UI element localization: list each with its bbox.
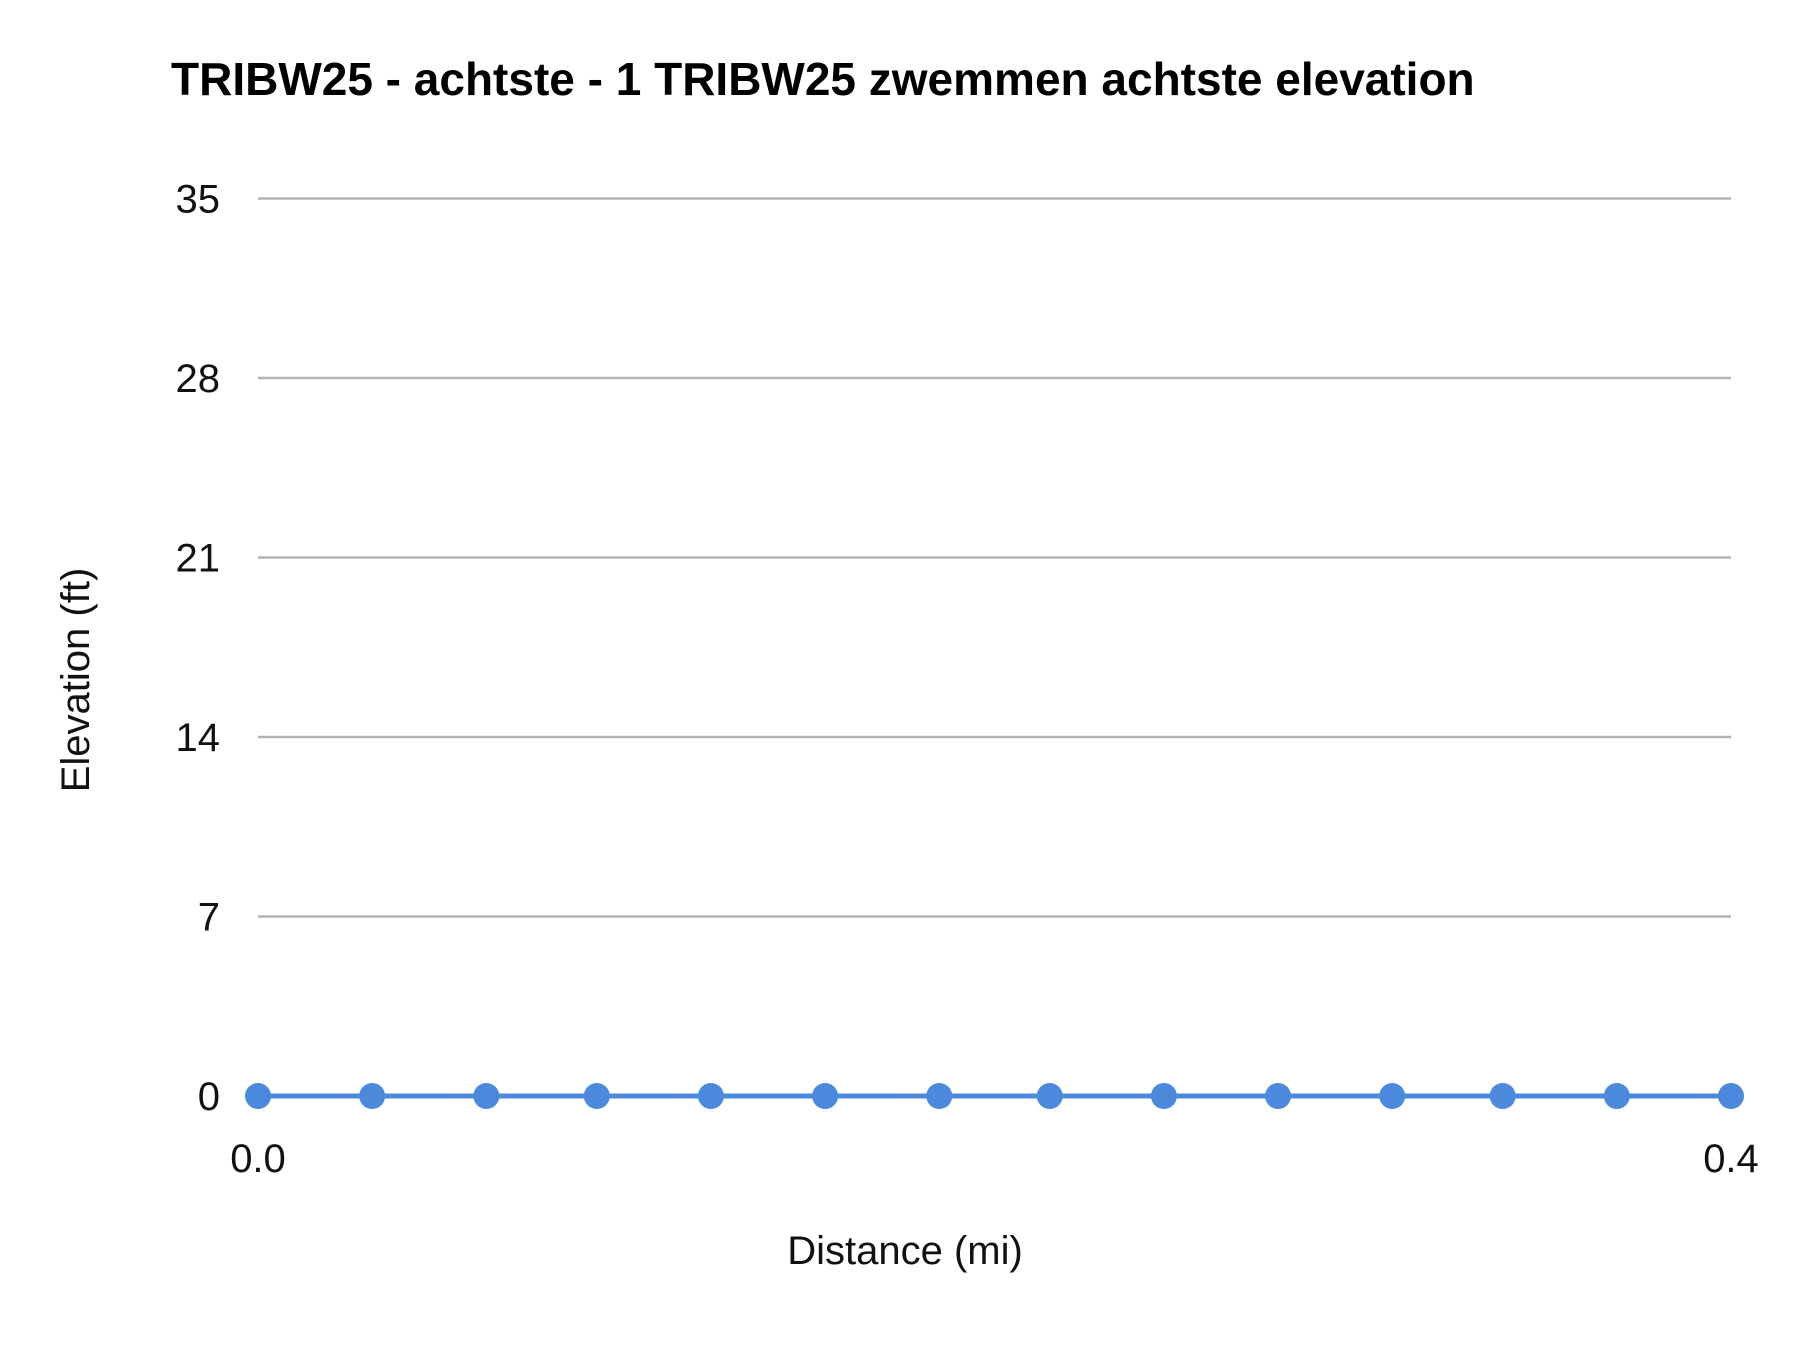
data-point	[473, 1083, 500, 1109]
series-elevation	[245, 1083, 1744, 1109]
y-tick-label: 7	[198, 896, 220, 940]
data-point	[1489, 1083, 1516, 1109]
data-point	[245, 1083, 271, 1109]
data-point	[359, 1083, 386, 1109]
y-tick-label: 21	[176, 537, 221, 581]
x-tick-label: 0.4	[1703, 1137, 1759, 1181]
data-point	[926, 1083, 953, 1109]
y-tick-label: 28	[176, 357, 221, 401]
data-point	[583, 1083, 610, 1109]
y-tick-label: 0	[198, 1075, 220, 1119]
x-axis-title: Distance (mi)	[787, 1229, 1023, 1273]
y-tick-label: 14	[176, 716, 221, 760]
x-tick-label: 0.0	[230, 1137, 286, 1181]
data-point	[1379, 1083, 1406, 1109]
data-point	[1150, 1083, 1177, 1109]
gridlines	[258, 197, 1731, 918]
data-point	[1265, 1083, 1292, 1109]
data-point	[1718, 1083, 1744, 1109]
data-point	[697, 1083, 724, 1109]
x-tick-labels: 0.0 0.4	[230, 1137, 1759, 1181]
data-point	[1036, 1083, 1063, 1109]
data-point	[812, 1083, 839, 1109]
y-tick-labels: 0 7 14 21 28 35	[176, 178, 221, 1120]
y-tick-label: 35	[176, 178, 221, 222]
y-axis-title: Elevation (ft)	[54, 568, 98, 793]
data-point	[1603, 1083, 1630, 1109]
chart-title: TRIBW25 - achtste - 1 TRIBW25 zwemmen ac…	[171, 53, 1475, 105]
